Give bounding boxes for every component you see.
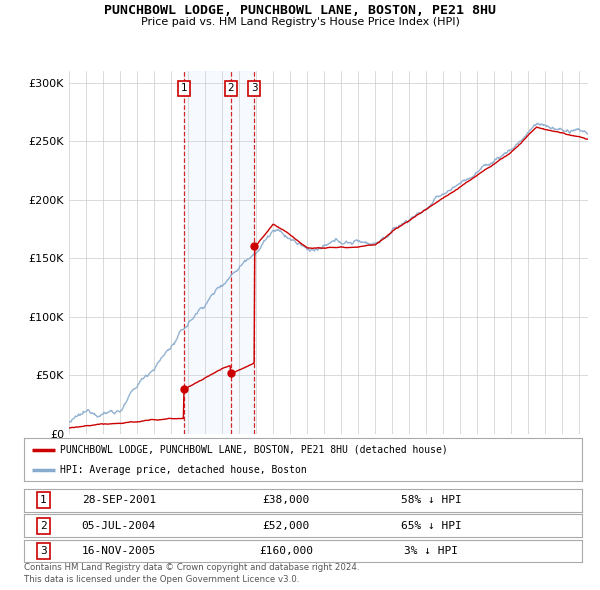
Text: £160,000: £160,000: [259, 546, 313, 556]
Text: Price paid vs. HM Land Registry's House Price Index (HPI): Price paid vs. HM Land Registry's House …: [140, 17, 460, 27]
Text: 3: 3: [40, 546, 47, 556]
Text: 16-NOV-2005: 16-NOV-2005: [82, 546, 156, 556]
Text: PUNCHBOWL LODGE, PUNCHBOWL LANE, BOSTON, PE21 8HU (detached house): PUNCHBOWL LODGE, PUNCHBOWL LANE, BOSTON,…: [60, 445, 448, 455]
Text: HPI: Average price, detached house, Boston: HPI: Average price, detached house, Bost…: [60, 465, 307, 475]
Bar: [184, 71, 254, 434]
Text: 1: 1: [40, 496, 47, 505]
Text: Contains HM Land Registry data © Crown copyright and database right 2024.: Contains HM Land Registry data © Crown c…: [24, 563, 359, 572]
Text: 05-JUL-2004: 05-JUL-2004: [82, 521, 156, 530]
Text: PUNCHBOWL LODGE, PUNCHBOWL LANE, BOSTON, PE21 8HU: PUNCHBOWL LODGE, PUNCHBOWL LANE, BOSTON,…: [104, 4, 496, 17]
Text: 3: 3: [251, 83, 257, 93]
Text: 58% ↓ HPI: 58% ↓ HPI: [401, 496, 462, 505]
Text: £52,000: £52,000: [263, 521, 310, 530]
Text: 65% ↓ HPI: 65% ↓ HPI: [401, 521, 462, 530]
Text: £38,000: £38,000: [263, 496, 310, 505]
Text: 2: 2: [227, 83, 234, 93]
Text: 2: 2: [40, 521, 47, 530]
Text: 3% ↓ HPI: 3% ↓ HPI: [404, 546, 458, 556]
Text: 28-SEP-2001: 28-SEP-2001: [82, 496, 156, 505]
Text: 1: 1: [181, 83, 187, 93]
Text: This data is licensed under the Open Government Licence v3.0.: This data is licensed under the Open Gov…: [24, 575, 299, 584]
